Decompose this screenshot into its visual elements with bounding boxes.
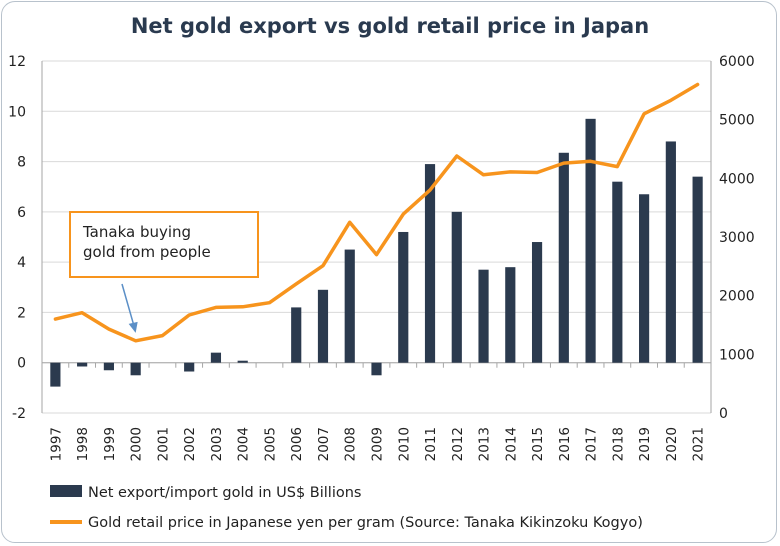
line-series: [53, 82, 700, 343]
bar: [424, 164, 436, 363]
chart-title: Net gold export vs gold retail price in …: [131, 14, 649, 38]
x-tick-label: 2018: [610, 427, 626, 461]
bar: [558, 152, 569, 363]
x-tick-label: 2006: [289, 427, 305, 461]
x-tick-label: 2009: [370, 427, 386, 461]
x-tick-label: 2020: [664, 427, 680, 461]
y-right-tick-label: 4000: [719, 171, 755, 187]
annotation: Tanaka buying gold from people: [69, 211, 259, 333]
bar: [639, 194, 650, 363]
bar: [237, 360, 248, 363]
x-tick-label: 2013: [477, 427, 493, 461]
y-left-tick-label: 4: [17, 255, 26, 271]
legend-line-label: Gold retail price in Japanese yen per gr…: [88, 515, 643, 531]
x-tick-label: 2008: [343, 427, 359, 461]
x-tick-label: 2017: [584, 427, 600, 461]
bar-series: [50, 118, 703, 387]
x-tick-label: 1999: [102, 427, 118, 461]
y-left-tick-label: 2: [17, 305, 26, 321]
x-tick-label: 2015: [530, 427, 546, 461]
annotation-line-1: Tanaka buying: [82, 223, 191, 241]
bar: [317, 289, 329, 363]
bar: [585, 118, 596, 363]
bar: [210, 352, 222, 363]
x-tick-label: 2001: [155, 427, 171, 461]
legend: Net export/import gold in US$ Billions G…: [50, 485, 643, 531]
x-tick-label: 1997: [48, 427, 64, 461]
y-right-tick-label: 5000: [719, 113, 755, 129]
price-line: [53, 82, 700, 343]
x-tick-label: 2003: [209, 427, 225, 461]
legend-bar-label: Net export/import gold in US$ Billions: [88, 485, 361, 501]
y-right-tick-label: 2000: [719, 289, 755, 305]
bar: [77, 362, 88, 367]
y-right-tick-label: 1000: [719, 347, 755, 363]
bar: [398, 231, 409, 363]
x-tick-label: 2007: [316, 427, 332, 461]
y-left-tick-label: 8: [17, 155, 26, 171]
x-tick-label: 2016: [557, 427, 573, 461]
y-right-tick-label: 0: [719, 406, 728, 422]
bar: [451, 211, 462, 363]
x-tick-label: 2002: [182, 427, 198, 461]
bar: [291, 307, 302, 363]
annotation-line-2: gold from people: [83, 243, 211, 261]
x-tick-label: 2011: [423, 427, 439, 461]
bar: [184, 362, 195, 372]
bar: [478, 269, 489, 363]
y-left-tick-label: 10: [8, 104, 26, 120]
y-right-ticks: 0 1000 2000 3000 4000 5000 6000: [719, 54, 755, 422]
bar: [531, 242, 543, 363]
bar: [103, 362, 114, 371]
x-tick-label: 2021: [691, 427, 707, 461]
bar: [130, 362, 141, 376]
bar: [371, 362, 382, 376]
x-tick-label: 1998: [75, 427, 91, 461]
bar: [344, 249, 355, 363]
bar: [665, 141, 676, 363]
x-tick-label: 2005: [262, 427, 278, 461]
y-left-tick-label: 12: [8, 54, 26, 70]
x-tick-label: 2004: [236, 427, 252, 461]
x-tick-label: 2019: [637, 427, 653, 461]
y-left-tick-label: -2: [12, 406, 26, 422]
x-tick-label: 2012: [450, 427, 466, 461]
legend-bar-swatch: [50, 485, 82, 497]
x-tick-label: 2000: [129, 427, 145, 461]
y-left-ticks: -2 0 2 4 6 8 10 12: [8, 54, 26, 422]
y-right-tick-label: 3000: [719, 230, 755, 246]
x-tick-label: 2014: [503, 427, 519, 461]
bar: [505, 267, 516, 363]
bar: [50, 362, 61, 387]
annotation-arrow: [121, 283, 135, 326]
bar: [692, 176, 703, 363]
x-ticks: 1997 1998 1999 2000 2001 2002 2003 2004 2005 2006…: [48, 427, 706, 461]
annotation-arrowhead: [128, 321, 138, 333]
y-left-tick-label: 0: [17, 356, 26, 372]
y-left-tick-label: 6: [17, 205, 26, 221]
bar: [612, 181, 623, 363]
annotation-box: [69, 211, 259, 278]
y-right-tick-label: 6000: [719, 54, 755, 70]
x-tick-label: 2010: [396, 427, 412, 461]
